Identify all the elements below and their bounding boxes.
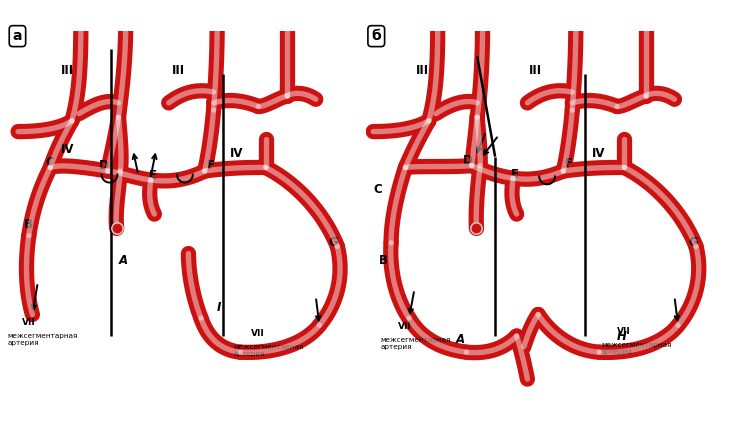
Text: E: E [511, 168, 519, 181]
Text: межсегментарная
артерия: межсегментарная артерия [7, 333, 78, 346]
Text: VII: VII [398, 322, 412, 331]
Text: межсегментарная
артерия: межсегментарная артерия [381, 337, 451, 349]
Text: E: E [149, 169, 157, 182]
Text: G: G [689, 236, 698, 249]
Text: F: F [565, 157, 573, 171]
Text: межсегментарная
артерия: межсегментарная артерия [234, 344, 304, 357]
Text: A: A [119, 254, 127, 267]
Text: VII: VII [251, 329, 265, 338]
Text: III: III [172, 64, 185, 77]
Text: D: D [463, 154, 473, 167]
Text: F: F [206, 159, 214, 172]
Text: IV: IV [592, 147, 605, 160]
Text: C: C [45, 156, 53, 169]
Text: B: B [378, 254, 387, 267]
Text: IV: IV [230, 147, 243, 160]
Text: B: B [23, 218, 32, 232]
Text: D: D [99, 159, 108, 172]
Text: IV: IV [61, 143, 75, 156]
Text: а: а [12, 29, 22, 43]
Text: H: H [617, 330, 627, 343]
Text: I: I [217, 301, 222, 314]
Text: C: C [373, 183, 382, 196]
Text: A: A [455, 333, 465, 346]
Text: III: III [417, 64, 430, 77]
Text: III: III [61, 64, 74, 77]
Text: VII: VII [617, 327, 631, 336]
Text: VII: VII [22, 318, 35, 327]
Text: III: III [529, 64, 542, 77]
Text: б: б [371, 29, 381, 43]
Text: межсегментарная
артерия: межсегментарная артерия [601, 342, 671, 355]
Text: G: G [329, 236, 338, 249]
